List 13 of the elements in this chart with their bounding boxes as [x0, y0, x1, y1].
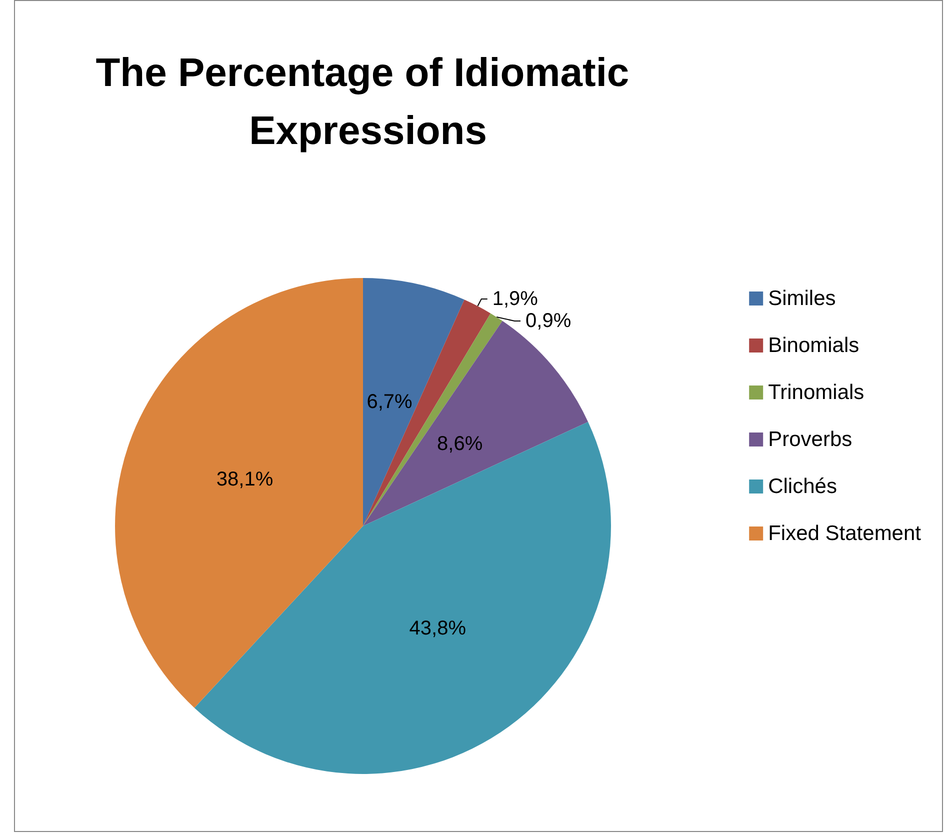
- legend-label: Fixed Statement: [768, 522, 922, 545]
- data-label: 8,6%: [437, 432, 483, 455]
- legend-label: Binomials: [768, 334, 860, 357]
- data-label: 6,7%: [366, 390, 413, 413]
- data-label: 1,9%: [492, 288, 538, 310]
- legend-label: Similes: [768, 287, 836, 310]
- legend-label: Proverbs: [768, 428, 852, 451]
- data-label: 0,9%: [526, 310, 572, 332]
- data-label: 38,1%: [216, 468, 274, 491]
- legend-label: Trinomials: [768, 381, 864, 404]
- chart-title: The Percentage of Idiomatic Expressions: [96, 51, 640, 153]
- data-label: 43,8%: [409, 618, 466, 640]
- legend-label: Clichés: [768, 475, 837, 498]
